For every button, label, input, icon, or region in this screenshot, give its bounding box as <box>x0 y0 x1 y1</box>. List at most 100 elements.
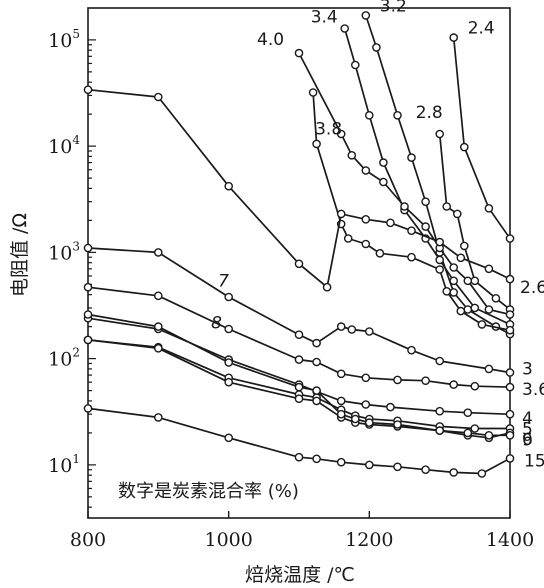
series-label: 3.8 <box>315 120 342 140</box>
data-point <box>336 209 346 219</box>
data-point <box>336 129 346 139</box>
data-point <box>343 234 353 243</box>
data-point <box>463 305 473 314</box>
data-point <box>435 237 445 247</box>
series-path <box>343 28 511 326</box>
data-point <box>407 153 416 162</box>
data-point <box>484 264 494 274</box>
data-point <box>435 265 445 274</box>
data-point <box>484 430 494 440</box>
data-point <box>459 241 469 251</box>
series-label: 8 <box>211 314 222 334</box>
x-tick-label: 1200 <box>345 529 393 551</box>
y-tick-label: 103 <box>48 239 80 264</box>
data-point <box>294 382 304 392</box>
data-point <box>375 248 385 258</box>
series-path <box>364 15 511 335</box>
data-point <box>308 88 318 97</box>
data-point <box>435 406 445 416</box>
data-point <box>421 465 430 475</box>
data-point <box>435 255 445 265</box>
series-label: 2.4 <box>468 19 495 39</box>
data-point <box>442 202 452 211</box>
y-tick-label: 102 <box>48 346 80 371</box>
y-axis: 101 102 103 104 105 <box>48 27 96 508</box>
data-point <box>463 276 473 286</box>
data-point <box>312 357 321 367</box>
series-line <box>449 33 515 243</box>
data-point <box>312 338 321 348</box>
series-label: 7 <box>218 271 229 291</box>
series-line <box>83 310 515 440</box>
series-label: 6 <box>522 430 533 450</box>
y-tick-label: 101 <box>48 452 80 477</box>
data-point <box>83 310 93 319</box>
data-point <box>153 343 163 353</box>
data-point <box>393 462 402 472</box>
data-point <box>442 286 452 296</box>
data-point <box>386 218 395 228</box>
data-point <box>294 259 304 269</box>
data-point <box>350 414 360 424</box>
series-path <box>87 339 510 430</box>
data-point <box>456 253 466 263</box>
x-axis-title: 焙烧温度 /℃ <box>245 564 355 586</box>
data-point <box>393 375 402 385</box>
series-line <box>83 85 515 292</box>
x-axis: 800 1000 1200 1400 <box>70 511 534 551</box>
data-point <box>336 409 346 419</box>
data-point <box>484 364 494 374</box>
data-point <box>83 404 93 413</box>
data-point <box>470 303 480 313</box>
data-point <box>459 142 469 152</box>
series-label: 3 <box>522 360 533 380</box>
series-label: 5 <box>522 420 533 440</box>
series-label: 3.6 <box>522 380 544 400</box>
series-line <box>83 243 515 377</box>
y-tick-label: 104 <box>48 133 80 158</box>
data-point <box>83 243 93 253</box>
data-point <box>364 327 374 336</box>
data-point <box>361 239 371 249</box>
data-point <box>435 426 445 435</box>
data-point <box>153 248 163 257</box>
data-point <box>340 24 350 33</box>
data-point <box>435 129 445 139</box>
data-point <box>312 386 321 395</box>
series-path <box>87 407 511 475</box>
data-point <box>435 356 445 366</box>
data-point <box>477 320 487 329</box>
data-point <box>361 400 371 409</box>
data-point <box>294 394 304 404</box>
series-line <box>361 11 515 339</box>
series-layer <box>83 11 515 478</box>
data-point <box>386 402 395 412</box>
data-point <box>484 305 494 314</box>
data-point <box>452 209 462 219</box>
series-label: 15 <box>524 451 544 471</box>
data-point <box>364 111 374 120</box>
data-point <box>153 291 163 301</box>
data-point <box>491 293 501 303</box>
data-point <box>505 274 515 284</box>
data-point <box>224 292 233 302</box>
data-point <box>224 181 233 191</box>
data-point <box>407 345 416 355</box>
data-point <box>407 226 416 235</box>
data-point <box>153 322 163 331</box>
data-point <box>347 150 357 160</box>
data-point <box>312 396 321 406</box>
x-tick-label: 1400 <box>486 529 534 551</box>
series-label: 2.6 <box>520 278 544 298</box>
data-point <box>421 222 430 231</box>
data-point <box>372 43 381 52</box>
data-point <box>505 430 515 440</box>
data-point <box>312 139 321 149</box>
data-point <box>294 330 304 340</box>
data-point <box>153 92 163 102</box>
data-point <box>463 408 473 418</box>
data-point <box>505 234 515 243</box>
data-point <box>361 214 371 224</box>
annotation-note: 数字是炭素混合率 (%) <box>118 481 299 502</box>
